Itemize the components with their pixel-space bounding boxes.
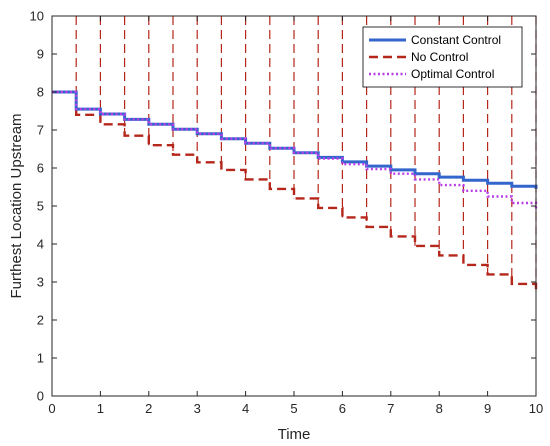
point-optimal-control-14 (390, 173, 392, 175)
legend-label-no-control: No Control (411, 50, 468, 64)
point-optimal-control-17 (463, 190, 465, 192)
point-optimal-control-2 (100, 113, 102, 115)
point-no-control-9 (269, 188, 271, 190)
point-no-control-7 (221, 169, 223, 171)
y-tick-label-6: 6 (37, 161, 44, 176)
point-no-control-17 (463, 264, 465, 266)
point-no-control-8 (245, 179, 247, 181)
y-tick-label-7: 7 (37, 123, 44, 138)
point-optimal-control-1 (75, 108, 77, 110)
point-no-control-2 (100, 124, 102, 126)
point-constant-control-15 (414, 173, 416, 175)
point-no-control-14 (390, 236, 392, 238)
point-no-control-10 (293, 198, 295, 200)
ticks-layer: 0 1 2 3 4 5 6 7 8 9 10 0 1 2 3 4 5 6 7 8 9 10 (30, 9, 544, 417)
point-optimal-control-5 (172, 128, 174, 130)
point-no-control-19 (511, 283, 513, 285)
point-no-control-1 (75, 114, 77, 116)
point-optimal-control-16 (438, 184, 440, 186)
point-no-control-3 (124, 135, 126, 137)
y-tick-label-10: 10 (30, 9, 44, 24)
point-optimal-control-6 (196, 133, 198, 135)
series-optimal-control (52, 90, 538, 210)
point-no-control-4 (148, 144, 150, 146)
point-constant-control-18 (487, 182, 489, 184)
point-optimal-control-8 (245, 143, 247, 145)
y-tick-label-4: 4 (37, 237, 44, 252)
point-no-control-18 (487, 274, 489, 276)
x-tick-label-2: 2 (145, 401, 152, 416)
point-optimal-control-11 (317, 158, 319, 160)
point-optimal-control-18 (487, 196, 489, 198)
point-optimal-control-12 (342, 163, 344, 165)
x-tick-label-3: 3 (194, 401, 201, 416)
point-no-control-16 (438, 255, 440, 257)
point-constant-control-17 (463, 179, 465, 181)
x-tick-label-9: 9 (484, 401, 491, 416)
y-tick-label-5: 5 (37, 199, 44, 214)
point-optimal-control-19 (511, 202, 513, 204)
x-tick-label-0: 0 (48, 401, 55, 416)
x-tick-label-4: 4 (242, 401, 249, 416)
legend-label-constant-control: Constant Control (411, 33, 501, 47)
y-axis-title: Furthest Location Upstream (8, 113, 25, 298)
point-optimal-control-3 (124, 119, 126, 121)
point-optimal-control-7 (221, 138, 223, 140)
legend-label-optimal-control: Optimal Control (411, 67, 494, 81)
point-optimal-control-4 (148, 124, 150, 126)
y-tick-label-0: 0 (37, 389, 44, 404)
x-tick-label-7: 7 (387, 401, 394, 416)
y-tick-label-8: 8 (37, 85, 44, 100)
point-no-control-15 (414, 245, 416, 247)
point-optimal-control-15 (414, 179, 416, 181)
x-tick-label-10: 10 (529, 401, 543, 416)
point-optimal-control-10 (293, 152, 295, 154)
point-optimal-control-13 (366, 168, 368, 170)
point-constant-control-19 (511, 185, 513, 187)
x-tick-label-1: 1 (97, 401, 104, 416)
point-no-control-11 (317, 207, 319, 209)
line-optimal-control (52, 90, 538, 210)
point-constant-control-16 (438, 176, 440, 178)
point-no-control-12 (342, 217, 344, 219)
y-tick-label-9: 9 (37, 47, 44, 62)
y-tick-label-3: 3 (37, 275, 44, 290)
y-tick-label-2: 2 (37, 313, 44, 328)
point-no-control-6 (196, 162, 198, 164)
line-no-control (52, 90, 538, 292)
legend: Constant Control No Control Optimal Cont… (362, 26, 523, 88)
x-axis-title: Time (278, 426, 311, 443)
x-tick-label-8: 8 (436, 401, 443, 416)
x-tick-label-5: 5 (290, 401, 297, 416)
y-tick-label-1: 1 (37, 351, 44, 366)
point-optimal-control-9 (269, 147, 271, 149)
point-no-control-5 (172, 154, 174, 156)
x-tick-label-6: 6 (339, 401, 346, 416)
point-no-control-13 (366, 226, 368, 228)
